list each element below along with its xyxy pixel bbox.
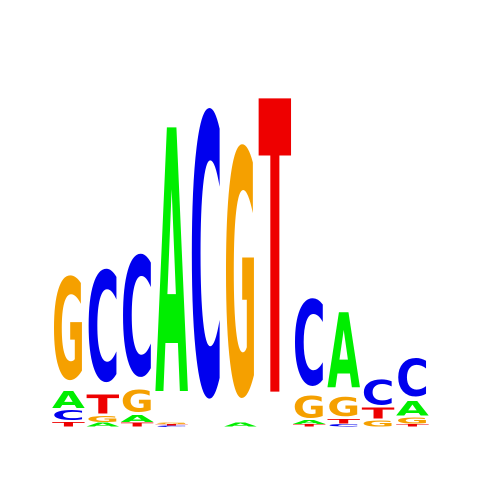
logo-letter-t: T (396, 424, 430, 428)
logo-letter-c: C (190, 36, 223, 480)
logo-letter-a: A (121, 413, 154, 424)
logo-letter-a: A (293, 419, 327, 425)
logo-letter-c: C (362, 373, 395, 412)
logo-letter-c: C (396, 350, 429, 408)
logo-letter-c: C (155, 425, 188, 427)
logo-letter-t: T (327, 418, 361, 426)
logo-letter-t: T (293, 424, 327, 428)
logo-letter-c: C (86, 242, 119, 417)
logo-letter-g: G (121, 385, 154, 419)
logo-letter-a: A (86, 422, 120, 428)
logo-letter-t: T (86, 390, 120, 420)
logo-letter-a: A (327, 292, 360, 412)
logo-letter-a: A (224, 422, 258, 428)
logo-letter-c: C (293, 278, 326, 412)
logo-letter-a: A (396, 397, 429, 420)
logo-letter-t: T (362, 406, 396, 423)
logo-letter-c: C (121, 225, 154, 415)
logo-letter-t: T (155, 424, 189, 426)
logo-letter-g: G (86, 414, 119, 424)
logo-letter-a: A (52, 387, 86, 414)
logo-letter-g: G (224, 83, 257, 473)
logo-letter-t: T (258, 18, 291, 480)
logo-letter-g: G (155, 423, 188, 425)
logo-letter-a: A (155, 55, 188, 476)
logo-letter-c: C (52, 408, 85, 423)
logo-letter-g: G (362, 419, 395, 429)
logo-letter-t: T (52, 421, 86, 429)
logo-letter-g: G (52, 250, 85, 412)
logo-letter-c: C (327, 424, 360, 428)
logo-letter-g: G (396, 416, 429, 426)
logo-letter-t: T (121, 422, 155, 428)
logo-letter-g: G (293, 391, 326, 425)
logo-letter-g: G (327, 392, 360, 422)
